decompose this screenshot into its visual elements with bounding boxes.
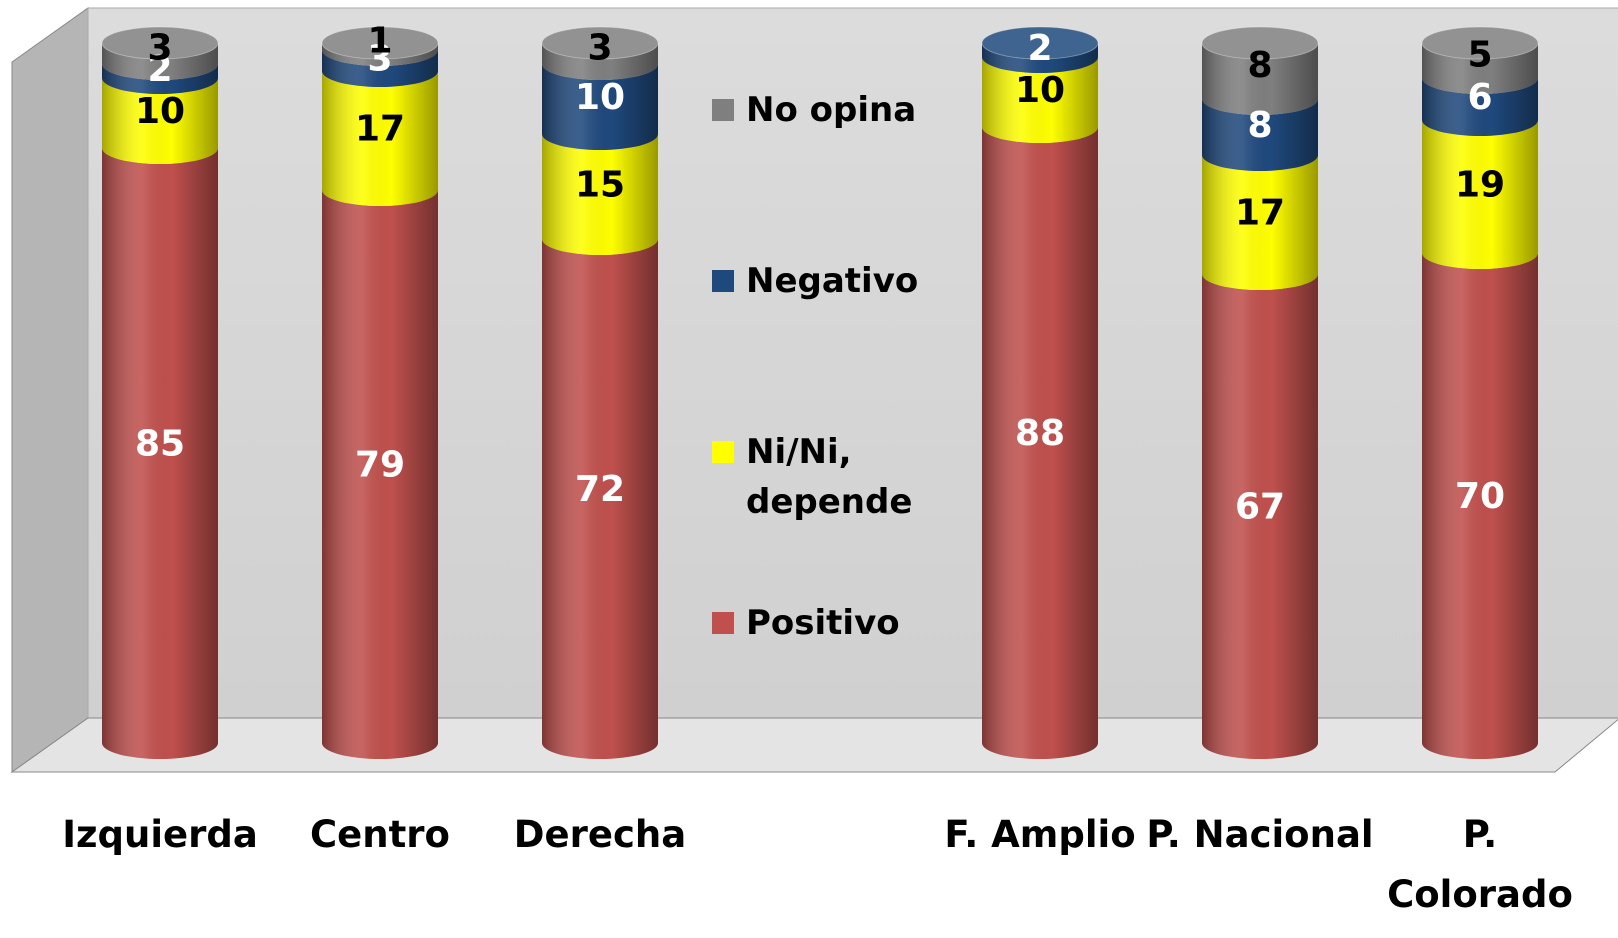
data-label: 15 [575,165,625,206]
cylinder-top [101,26,219,60]
cylinder-shade [542,43,658,759]
cylinder-top-shade [1422,27,1538,59]
legend-swatch [712,441,734,463]
data-label: 3 [587,28,612,69]
data-label: 3 [147,28,172,69]
x-tick-label: P. Nacional [1146,813,1374,856]
data-label: 17 [1235,193,1285,234]
x-tick-label: Derecha [513,813,687,856]
legend-swatch [712,270,734,292]
x-tick-label: F. Amplio [944,813,1136,856]
legend-label: Positivo [746,603,900,643]
data-label: 8 [1247,45,1272,86]
cylinder-top [1421,26,1539,60]
data-label: 85 [135,424,185,465]
cylinder-top-shade [542,27,658,59]
data-label: 3 [367,39,392,80]
side-wall [11,7,89,773]
legend-label: Negativo [746,261,919,301]
data-label: 19 [1455,165,1505,206]
data-label: 70 [1455,476,1505,517]
data-label: 88 [1015,413,1065,454]
data-label: 79 [355,445,405,486]
cylinder-top [1201,26,1319,60]
x-tick-label: Centro [310,813,450,856]
cylinder-shade [1422,43,1538,759]
data-label: 2 [1027,28,1052,69]
data-label: 1 [367,21,392,62]
data-label: 72 [575,469,625,510]
legend-label: No opina [746,90,917,130]
data-label: 2 [147,49,172,90]
data-label: 67 [1235,487,1285,528]
data-label: 10 [1015,70,1065,111]
data-label: 17 [355,109,405,150]
legend-swatch [712,99,734,121]
legend-label: Ni/Ni, depende [746,432,913,522]
cylinder-shade [982,43,1098,759]
cylinder-top [981,26,1099,60]
legend-swatch [712,612,734,634]
cylinder-top-shade [1202,27,1318,59]
data-label: 10 [575,77,625,118]
cylinder-top-shade [322,27,438,59]
cylinder-top [321,26,439,60]
cylinder-top-shade [982,27,1098,59]
cylinder-top [541,26,659,60]
x-tick-label: P. Colorado [1387,813,1573,916]
cylinder-shade [322,43,438,759]
floor [10,717,1618,773]
data-label: 10 [135,91,185,132]
data-label: 5 [1467,35,1492,76]
cylinder-shade [1202,43,1318,759]
data-label: 6 [1467,77,1492,118]
cylinder-shade [102,43,218,759]
data-label: 8 [1247,105,1272,146]
cylinder-top-shade [102,27,218,59]
x-tick-label: Izquierda [62,813,258,856]
